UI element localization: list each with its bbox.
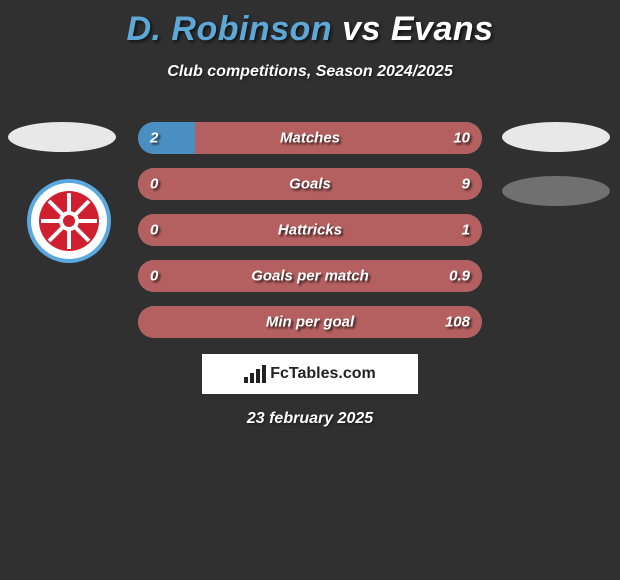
bars-icon (244, 365, 266, 383)
club-badge (26, 178, 112, 264)
branding-badge: FcTables.com (202, 354, 418, 394)
stats-container: 2Matches10 0Goals9 0Hattricks1 0Goals per m… (138, 122, 482, 352)
vs-text: vs (342, 10, 381, 48)
stat-value-right: 108 (445, 314, 470, 331)
stat-value-right: 9 (462, 176, 470, 193)
stat-value-right: 1 (462, 222, 470, 239)
stat-row: 0Hattricks1 (138, 214, 482, 246)
date-label: 23 february 2025 (0, 410, 620, 428)
comparison-title: D. Robinson vs Evans (0, 0, 620, 49)
stat-row: 0Goals per match0.9 (138, 260, 482, 292)
player1-avatar-placeholder (8, 122, 116, 152)
player2-name: Evans (391, 10, 494, 48)
stat-label: Goals per match (138, 268, 482, 285)
stat-label: Hattricks (138, 222, 482, 239)
player1-name: D. Robinson (126, 10, 332, 48)
stat-row: 2Matches10 (138, 122, 482, 154)
player2-avatar-placeholder (502, 122, 610, 152)
stat-label: Min per goal (138, 314, 482, 331)
stat-row: Min per goal108 (138, 306, 482, 338)
stat-row: 0Goals9 (138, 168, 482, 200)
club-badge-icon (26, 178, 112, 264)
stat-value-right: 0.9 (449, 268, 470, 285)
stat-label: Goals (138, 176, 482, 193)
stat-label: Matches (138, 130, 482, 147)
branding-text: FcTables.com (270, 365, 376, 383)
player2-avatar-placeholder-2 (502, 176, 610, 206)
subtitle: Club competitions, Season 2024/2025 (0, 63, 620, 81)
stat-value-right: 10 (453, 130, 470, 147)
